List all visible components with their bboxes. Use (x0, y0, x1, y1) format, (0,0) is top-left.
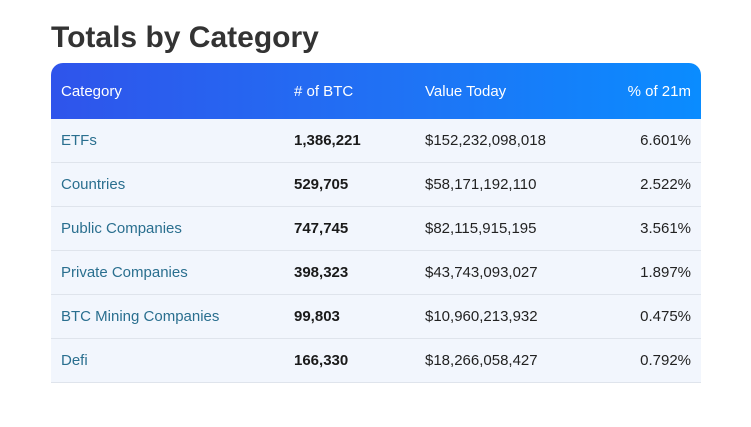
btc-amount: 529,705 (294, 176, 349, 193)
pct-of-21m: 2.522% (640, 176, 691, 193)
value-today: $10,960,213,932 (425, 308, 538, 325)
pct-of-21m: 0.792% (640, 352, 691, 369)
btc-amount: 747,745 (294, 220, 349, 237)
header-btc: # of BTC (294, 82, 354, 100)
btc-amount: 398,323 (294, 264, 349, 281)
page-title: Totals by Category (51, 21, 319, 54)
category-link[interactable]: ETFs (61, 132, 97, 149)
table-row: Private Companies 398,323 $43,743,093,02… (51, 251, 701, 295)
value-today: $152,232,098,018 (425, 132, 546, 149)
table-row: Public Companies 747,745 $82,115,915,195… (51, 207, 701, 251)
category-link[interactable]: Public Companies (61, 220, 182, 237)
table-header: Category # of BTC Value Today % of 21m (51, 63, 701, 119)
pct-of-21m: 3.561% (640, 220, 691, 237)
header-value: Value Today (425, 82, 507, 100)
btc-amount: 99,803 (294, 308, 340, 325)
category-link[interactable]: BTC Mining Companies (61, 308, 220, 325)
category-link[interactable]: Private Companies (61, 264, 188, 281)
table-row: Defi 166,330 $18,266,058,427 0.792% (51, 339, 701, 383)
value-today: $43,743,093,027 (425, 264, 538, 281)
totals-table: Category # of BTC Value Today % of 21m E… (51, 63, 701, 383)
header-category: Category (61, 82, 122, 100)
category-link[interactable]: Countries (61, 176, 126, 193)
value-today: $82,115,915,195 (425, 220, 537, 237)
value-today: $18,266,058,427 (425, 352, 538, 369)
pct-of-21m: 0.475% (640, 308, 691, 325)
category-link[interactable]: Defi (61, 352, 88, 369)
pct-of-21m: 6.601% (640, 132, 691, 149)
btc-amount: 166,330 (294, 352, 349, 369)
value-today: $58,171,192,110 (425, 176, 537, 193)
header-pct: % of 21m (627, 82, 691, 100)
table-row: Countries 529,705 $58,171,192,110 2.522% (51, 163, 701, 207)
table-row: BTC Mining Companies 99,803 $10,960,213,… (51, 295, 701, 339)
pct-of-21m: 1.897% (640, 264, 691, 281)
totals-section: Totals by Category Category # of BTC Val… (51, 20, 701, 383)
btc-amount: 1,386,221 (294, 132, 361, 149)
table-row: ETFs 1,386,221 $152,232,098,018 6.601% (51, 119, 701, 163)
